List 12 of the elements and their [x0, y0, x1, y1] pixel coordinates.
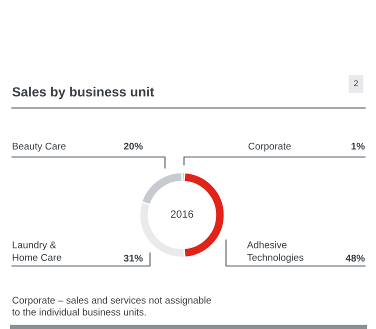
chart-title: Sales by business unit: [12, 86, 154, 100]
text: Corporate – sales and services not assignable to the individual business units.: [12, 296, 211, 316]
slice-label: Adhesive Technologies: [247, 241, 304, 263]
data-label: 20%: [124, 142, 143, 150]
data-label: 31%: [124, 254, 143, 262]
text: 2016: [170, 210, 194, 218]
text: 2: [354, 80, 358, 86]
slice-label: Laundry & Home Care: [12, 241, 62, 261]
data-label: 1%: [352, 142, 365, 150]
data-label: 48%: [346, 254, 365, 262]
slice-label: Corporate: [248, 142, 291, 152]
slice-label: Beauty Care: [12, 142, 66, 152]
